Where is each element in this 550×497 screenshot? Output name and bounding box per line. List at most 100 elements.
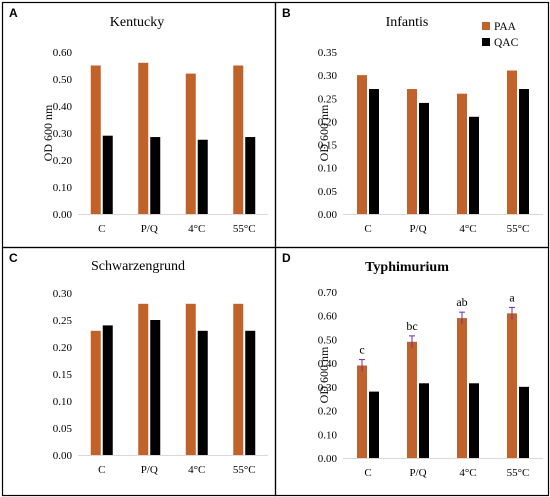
bar-qac bbox=[469, 383, 479, 458]
bar-qac bbox=[519, 386, 529, 458]
y-tick-label: 0.10 bbox=[318, 429, 338, 441]
panel-label: C bbox=[9, 251, 18, 265]
bar-paa bbox=[185, 73, 196, 214]
y-axis-label: OD 600 nm bbox=[317, 346, 331, 403]
y-tick-label: 0.20 bbox=[53, 155, 73, 167]
bar-qac bbox=[150, 137, 161, 214]
x-tick-label: C bbox=[98, 223, 105, 235]
significance-label: bc bbox=[406, 319, 417, 333]
x-tick-label: P/Q bbox=[409, 223, 426, 235]
bar-qac bbox=[419, 383, 429, 458]
bar-qac bbox=[519, 89, 529, 214]
bar-paa bbox=[457, 318, 467, 458]
y-tick-label: 0.20 bbox=[318, 116, 338, 128]
y-tick-label: 0.10 bbox=[53, 182, 73, 194]
bar-paa bbox=[357, 75, 367, 215]
panel-c: C Schwarzengrund 0.00 0.05 0.10 0.15 0.20 0.25 0… bbox=[1, 246, 277, 497]
bar-paa bbox=[233, 303, 244, 455]
panel-label: B bbox=[282, 6, 291, 20]
x-tick-label: C bbox=[364, 467, 371, 479]
legend-swatch-paa bbox=[482, 22, 490, 30]
y-axis-label: OD 600 nm bbox=[317, 104, 331, 161]
bar-qac bbox=[197, 139, 208, 214]
x-tick-label: 55°C bbox=[507, 223, 530, 235]
y-tick-label: 0.30 bbox=[318, 382, 338, 394]
bar-qac bbox=[419, 102, 429, 214]
legend-swatch-qac bbox=[482, 38, 490, 46]
y-tick-label: 0.40 bbox=[53, 101, 73, 113]
y-tick-label: 0.60 bbox=[53, 47, 73, 59]
y-tick-label: 0.25 bbox=[318, 93, 338, 105]
x-tick-label: C bbox=[364, 223, 371, 235]
panel-label: D bbox=[282, 251, 291, 265]
x-tick-label: P/Q bbox=[141, 464, 158, 476]
x-tick-label: 55°C bbox=[507, 467, 530, 479]
legend-label-paa: PAA bbox=[494, 21, 517, 33]
legend-label-qac: QAC bbox=[494, 37, 519, 49]
bar-paa bbox=[138, 62, 149, 214]
bar-qac bbox=[102, 325, 113, 455]
bar-paa bbox=[457, 93, 467, 214]
bar-paa bbox=[357, 365, 367, 458]
y-tick-label: 0.30 bbox=[53, 288, 73, 300]
bar-qac bbox=[369, 89, 379, 214]
y-tick-label: 0.40 bbox=[318, 358, 338, 370]
chart-title: Kentucky bbox=[110, 15, 164, 30]
panel-b: B Infantis OD 600 nm 0.00 0.05 0.10 0.15 0.20 0.… bbox=[274, 1, 550, 249]
bar-paa bbox=[407, 341, 417, 458]
y-tick-label: 0.25 bbox=[53, 315, 73, 327]
y-tick-label: 0.15 bbox=[53, 369, 73, 381]
bar-paa bbox=[138, 303, 149, 455]
y-tick-label: 0.50 bbox=[318, 334, 338, 346]
bar-qac bbox=[197, 330, 208, 455]
bar-qac bbox=[469, 116, 479, 214]
y-tick-label: 0.10 bbox=[318, 163, 338, 175]
y-tick-label: 0.05 bbox=[53, 423, 73, 435]
y-tick-label: 0.50 bbox=[53, 74, 73, 86]
x-tick-label: P/Q bbox=[409, 467, 426, 479]
bar-paa bbox=[90, 330, 101, 455]
y-tick-label: 0.00 bbox=[53, 450, 73, 462]
bar-paa bbox=[407, 89, 417, 214]
chart-title: Schwarzengrund bbox=[91, 259, 185, 274]
x-tick-label: 55°C bbox=[233, 464, 256, 476]
y-tick-label: 0.30 bbox=[53, 128, 73, 140]
y-tick-label: 0.15 bbox=[318, 140, 338, 152]
significance-label: c bbox=[359, 343, 364, 357]
panel-label: A bbox=[9, 6, 18, 20]
y-tick-label: 0.20 bbox=[318, 406, 338, 418]
panel-a: A Kentucky OD 600 nm 0.00 0.10 0.20 0.30 0.40 0.… bbox=[1, 1, 277, 249]
bar-qac bbox=[369, 391, 379, 458]
x-tick-label: P/Q bbox=[141, 223, 158, 235]
x-tick-label: 4°C bbox=[459, 223, 476, 235]
bar-paa bbox=[90, 65, 101, 214]
chart-title: Typhimurium bbox=[365, 260, 449, 275]
significance-label: ab bbox=[456, 295, 467, 309]
panel-d: D Typhimurium OD 600 nm 0.00 0.10 0.20 0.30 0.4… bbox=[274, 246, 550, 497]
x-tick-label: 4°C bbox=[188, 464, 205, 476]
x-tick-label: 4°C bbox=[188, 223, 205, 235]
bar-paa bbox=[507, 70, 517, 214]
chart-title: Infantis bbox=[386, 15, 429, 30]
significance-label: a bbox=[509, 290, 515, 304]
x-tick-label: C bbox=[98, 464, 105, 476]
x-tick-label: 55°C bbox=[233, 223, 256, 235]
y-axis-label: OD 600 nm bbox=[41, 104, 55, 161]
bar-qac bbox=[102, 135, 113, 214]
panel-frame bbox=[274, 246, 550, 497]
y-tick-label: 0.10 bbox=[53, 396, 73, 408]
y-tick-label: 0.20 bbox=[53, 342, 73, 354]
bar-paa bbox=[233, 65, 244, 214]
y-tick-label: 0.70 bbox=[318, 287, 338, 299]
bar-qac bbox=[245, 330, 256, 455]
y-tick-label: 0.05 bbox=[318, 186, 338, 198]
bar-paa bbox=[185, 303, 196, 455]
y-tick-label: 0.00 bbox=[318, 209, 338, 221]
bar-paa bbox=[507, 313, 517, 458]
bar-qac bbox=[150, 320, 161, 455]
x-tick-label: 4°C bbox=[459, 467, 476, 479]
y-tick-label: 0.00 bbox=[318, 453, 338, 465]
y-tick-label: 0.00 bbox=[53, 209, 73, 221]
y-tick-label: 0.30 bbox=[318, 70, 338, 82]
